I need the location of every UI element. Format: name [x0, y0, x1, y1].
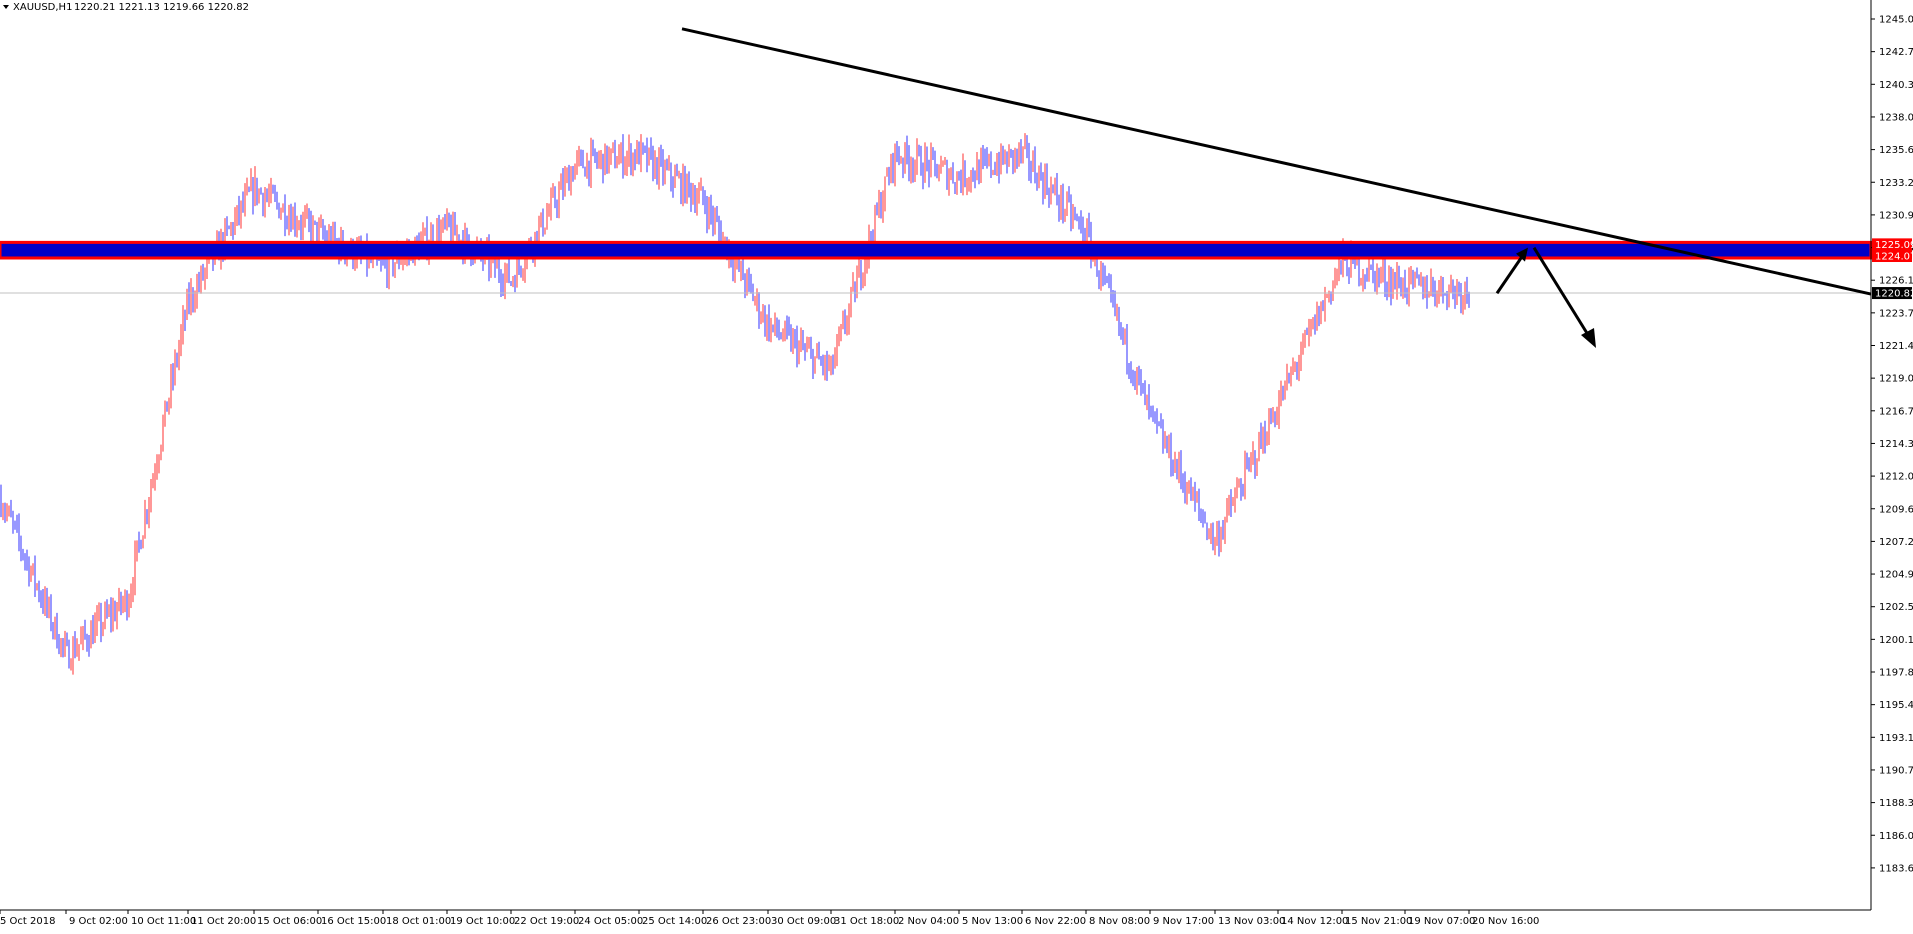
time-tick-label: 6 Nov 22:00 — [1025, 916, 1086, 927]
price-tick-label: 1188.35 — [1879, 798, 1913, 809]
up-arrowhead-icon — [1516, 247, 1528, 262]
price-tick-label: 1200.15 — [1879, 635, 1913, 646]
price-tick-label: 1245.05 — [1879, 15, 1913, 26]
price-tick-label: 1233.25 — [1879, 178, 1913, 189]
price-tick-label: 1238.00 — [1879, 112, 1913, 123]
down-arrow-shaft — [1532, 246, 1592, 339]
symbol-label: XAUUSD,H1 — [13, 2, 72, 13]
resistance-zone — [0, 240, 1873, 260]
price-tick-label: 1240.35 — [1879, 80, 1913, 91]
price-tick-label: 1219.05 — [1879, 374, 1913, 385]
time-tick-label: 19 Nov 07:00 — [1408, 916, 1475, 927]
price-tick-label: 1209.60 — [1879, 504, 1913, 515]
time-tick-label: 18 Oct 01:00 — [386, 916, 451, 927]
price-tick-label: 1226.15 — [1879, 276, 1913, 287]
current-price-tag: 1220.82 — [1875, 289, 1913, 300]
time-tick-label: 13 Nov 03:00 — [1218, 916, 1285, 927]
time-tick-label: 5 Nov 13:00 — [962, 916, 1023, 927]
time-tick-label: 16 Oct 15:00 — [321, 916, 386, 927]
price-tick-label: 1212.00 — [1879, 472, 1913, 483]
price-tick-label: 1197.80 — [1879, 668, 1913, 679]
price-tick-label: 1214.35 — [1879, 439, 1913, 450]
time-tick-label: 9 Oct 02:00 — [69, 916, 128, 927]
time-tick-label: 15 Nov 21:00 — [1345, 916, 1412, 927]
ohlc-bars — [0, 133, 1470, 675]
zone-bottom-price-tag: 1224.07 — [1875, 252, 1913, 263]
current-price-tag-box — [1872, 287, 1912, 300]
chart-header[interactable]: XAUUSD,H1 1220.21 1221.13 1219.66 1220.8… — [3, 2, 249, 13]
time-tick-label: 9 Nov 17:00 — [1153, 916, 1214, 927]
price-axis: 1245.05 1242.70 1240.35 1238.00 1235.60 1233.… — [1870, 0, 1913, 910]
price-tick-label: 1223.75 — [1879, 308, 1913, 319]
time-tick-label: 14 Nov 12:00 — [1281, 916, 1348, 927]
time-tick-label: 22 Oct 19:00 — [514, 916, 579, 927]
ohlc-label: 1220.21 1221.13 1219.66 1220.82 — [74, 2, 249, 13]
time-tick-label: 5 Oct 2018 — [0, 916, 55, 927]
price-tick-label: 1230.90 — [1879, 210, 1913, 221]
zone-top-price-tag: 1225.09 — [1875, 240, 1913, 251]
time-tick-label: 30 Oct 09:00 — [771, 916, 836, 927]
price-tick-label: 1235.60 — [1879, 145, 1913, 156]
time-tick-label: 20 Nov 16:00 — [1472, 916, 1539, 927]
price-tick-label: 1193.10 — [1879, 733, 1913, 744]
time-tick-label: 11 Oct 20:00 — [191, 916, 256, 927]
time-tick-label: 19 Oct 10:00 — [450, 916, 515, 927]
resistance-zone-band — [0, 240, 1873, 260]
price-tick-label: 1186.00 — [1879, 831, 1913, 842]
projection-arrows — [1495, 246, 1596, 348]
price-tick-label: 1221.45 — [1879, 341, 1913, 352]
time-tick-label: 15 Oct 06:00 — [257, 916, 322, 927]
up-arrow-shaft — [1495, 252, 1526, 295]
price-tick-label: 1207.25 — [1879, 537, 1913, 548]
time-tick-label: 31 Oct 18:00 — [834, 916, 899, 927]
price-tick-label: 1216.70 — [1879, 406, 1913, 417]
time-tick-label: 8 Nov 08:00 — [1089, 916, 1150, 927]
price-tick-label: 1190.70 — [1879, 765, 1913, 776]
price-tick-label: 1195.45 — [1879, 700, 1913, 711]
price-tick-label: 1242.70 — [1879, 47, 1913, 58]
trendline — [681, 27, 1872, 296]
price-tick-label: 1183.65 — [1879, 863, 1913, 874]
time-tick-label: 26 Oct 23:00 — [706, 916, 771, 927]
time-tick-label: 2 Nov 04:00 — [898, 916, 959, 927]
triangle-down-icon[interactable] — [3, 5, 9, 9]
down-arrowhead-icon — [1581, 328, 1596, 348]
zone-top-price-tag-box — [1872, 238, 1912, 251]
price-tick-label: 1204.90 — [1879, 570, 1913, 581]
time-tick-label: 25 Oct 14:00 — [642, 916, 707, 927]
time-tick-label: 10 Oct 11:00 — [131, 916, 196, 927]
zone-bottom-price-tag-box — [1872, 250, 1912, 263]
price-tick-label: 1202.55 — [1879, 602, 1913, 613]
time-tick-label: 24 Oct 05:00 — [578, 916, 643, 927]
